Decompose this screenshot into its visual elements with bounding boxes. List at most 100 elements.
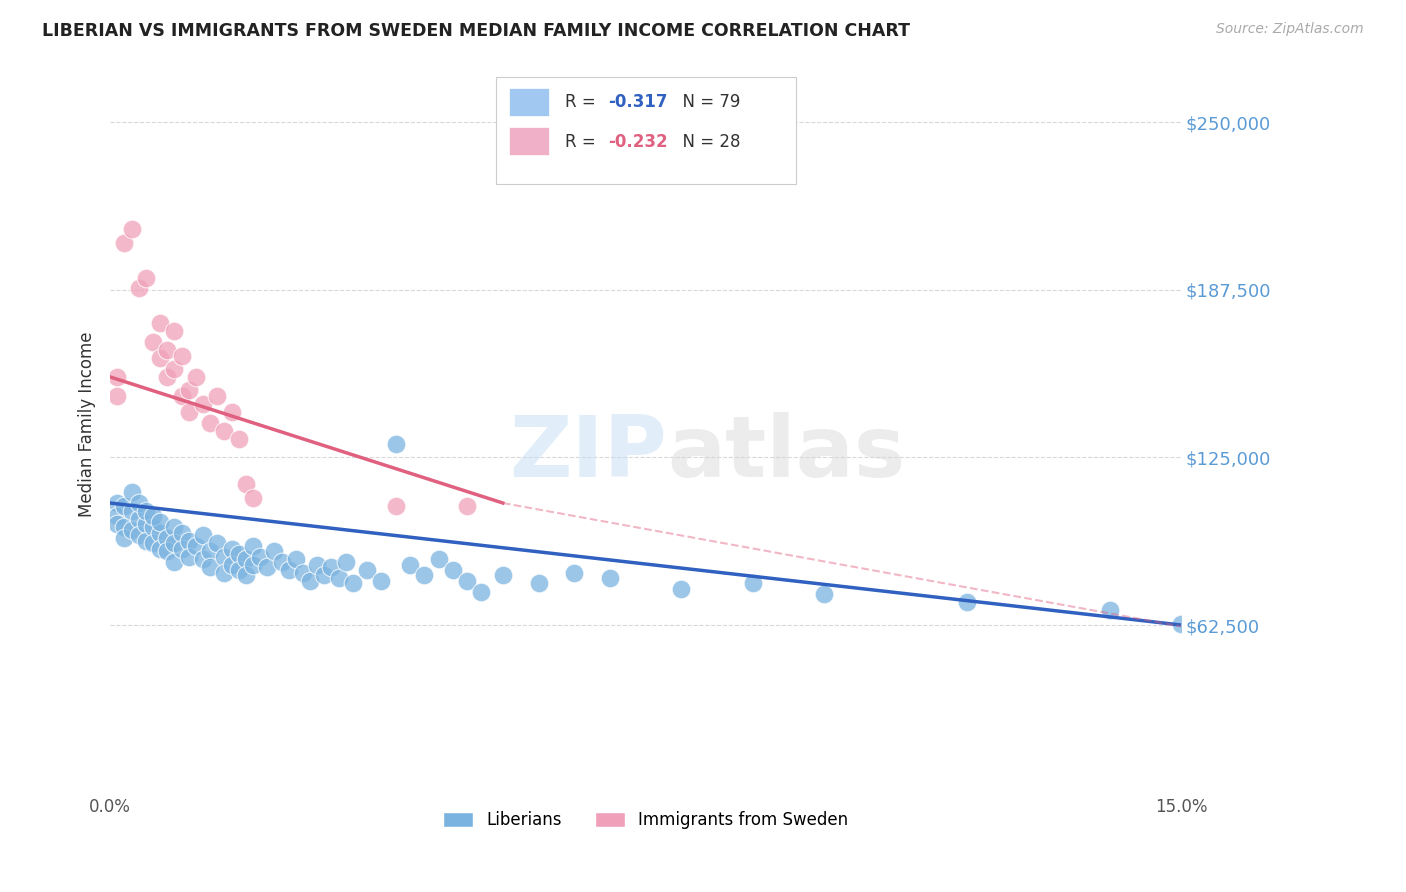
Point	[135, 504, 157, 518]
Point	[562, 566, 585, 580]
Point	[342, 576, 364, 591]
Point	[170, 389, 193, 403]
Point	[221, 541, 243, 556]
Point	[263, 544, 285, 558]
Point	[207, 389, 229, 403]
Point	[599, 571, 621, 585]
Point	[198, 544, 221, 558]
Point	[177, 384, 200, 398]
Point	[149, 316, 172, 330]
Text: ZIP: ZIP	[509, 412, 666, 495]
Point	[149, 515, 172, 529]
Point	[163, 536, 186, 550]
Point	[156, 370, 179, 384]
Point	[198, 416, 221, 430]
Point	[114, 531, 136, 545]
Point	[384, 499, 406, 513]
Point	[741, 576, 763, 591]
Point	[207, 536, 229, 550]
Point	[135, 270, 157, 285]
Point	[114, 499, 136, 513]
Point	[214, 549, 236, 564]
Point	[249, 549, 271, 564]
Point	[128, 528, 150, 542]
Point	[256, 560, 278, 574]
Point	[1098, 603, 1121, 617]
Point	[142, 520, 165, 534]
Point	[321, 560, 343, 574]
Point	[149, 351, 172, 366]
Point	[284, 552, 307, 566]
Point	[235, 477, 257, 491]
Point	[277, 563, 299, 577]
Point	[191, 528, 214, 542]
FancyBboxPatch shape	[509, 127, 550, 154]
Point	[813, 587, 835, 601]
Point	[399, 558, 422, 572]
Point	[177, 549, 200, 564]
Point	[1170, 616, 1192, 631]
Point	[191, 552, 214, 566]
Point	[235, 568, 257, 582]
Point	[242, 539, 264, 553]
Point	[142, 509, 165, 524]
Point	[156, 343, 179, 358]
Point	[128, 281, 150, 295]
Point	[121, 504, 143, 518]
Point	[221, 558, 243, 572]
Text: N = 79: N = 79	[672, 93, 741, 111]
Point	[456, 574, 478, 588]
Point	[291, 566, 314, 580]
Point	[228, 432, 250, 446]
Point	[299, 574, 322, 588]
Point	[356, 563, 378, 577]
Point	[142, 335, 165, 350]
Point	[135, 517, 157, 532]
Point	[170, 541, 193, 556]
Point	[671, 582, 693, 596]
Point	[149, 541, 172, 556]
Point	[228, 563, 250, 577]
FancyBboxPatch shape	[496, 78, 796, 185]
Point	[163, 324, 186, 338]
Text: -0.317: -0.317	[609, 93, 668, 111]
Point	[335, 555, 357, 569]
Point	[441, 563, 464, 577]
Text: Source: ZipAtlas.com: Source: ZipAtlas.com	[1216, 22, 1364, 37]
Point	[163, 555, 186, 569]
Legend: Liberians, Immigrants from Sweden: Liberians, Immigrants from Sweden	[436, 805, 855, 836]
Point	[198, 560, 221, 574]
Point	[156, 531, 179, 545]
Point	[121, 222, 143, 236]
Point	[221, 405, 243, 419]
Point	[114, 235, 136, 250]
Point	[170, 525, 193, 540]
Text: -0.232: -0.232	[609, 133, 668, 151]
Point	[427, 552, 450, 566]
Point	[228, 547, 250, 561]
Point	[413, 568, 436, 582]
Point	[163, 362, 186, 376]
Point	[149, 525, 172, 540]
Point	[105, 496, 128, 510]
Point	[384, 437, 406, 451]
Point	[121, 523, 143, 537]
Point	[191, 397, 214, 411]
Point	[184, 370, 207, 384]
Point	[105, 509, 128, 524]
Point	[114, 520, 136, 534]
Point	[177, 533, 200, 548]
Point	[242, 491, 264, 505]
Y-axis label: Median Family Income: Median Family Income	[79, 331, 96, 516]
Point	[105, 389, 128, 403]
Text: N = 28: N = 28	[672, 133, 741, 151]
Point	[214, 566, 236, 580]
Point	[956, 595, 979, 609]
FancyBboxPatch shape	[509, 87, 550, 116]
Point	[307, 558, 329, 572]
Point	[121, 485, 143, 500]
Text: R =: R =	[565, 93, 602, 111]
Point	[142, 536, 165, 550]
Point	[156, 544, 179, 558]
Point	[184, 539, 207, 553]
